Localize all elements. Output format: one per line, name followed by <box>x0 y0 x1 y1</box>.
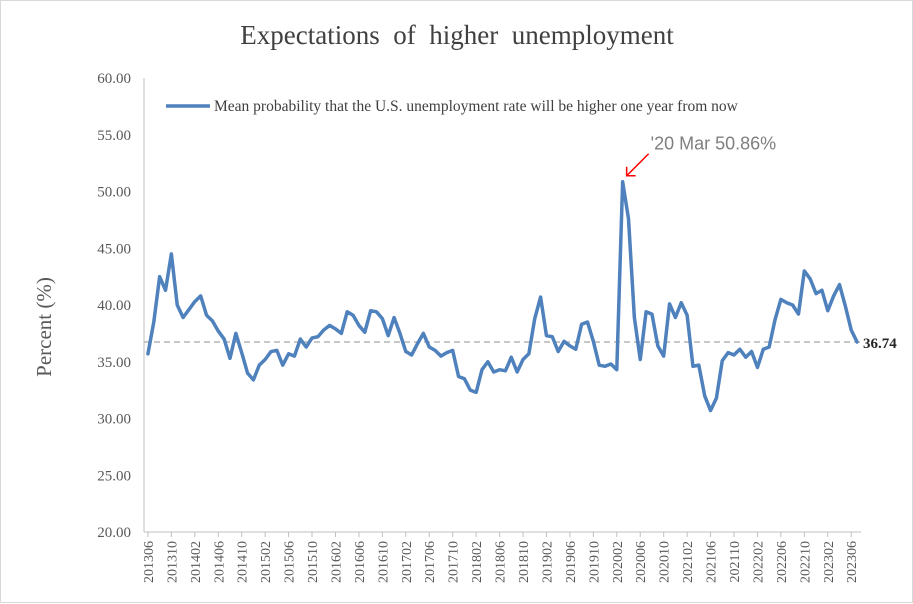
x-tick-label: 202206 <box>775 541 790 583</box>
y-tick-label: 45.00 <box>97 241 131 257</box>
x-tick-label: 202102 <box>681 541 696 583</box>
x-tick-label: 201310 <box>165 541 180 583</box>
x-tick-label: 201506 <box>283 541 298 583</box>
x-axis-ticks: 201306 201310 201402 201406 201410 201502 2015… <box>142 532 860 583</box>
legend: Mean probability that the U.S. unemploym… <box>166 98 739 115</box>
x-tick-label: 202202 <box>751 541 766 583</box>
y-tick-label: 25.00 <box>97 468 131 484</box>
x-tick-label: 201810 <box>517 541 532 583</box>
x-tick-label: 201910 <box>587 541 602 583</box>
x-tick-label: 202010 <box>658 541 673 583</box>
peak-annotation: '20 Mar 50.86% <box>625 134 777 177</box>
x-tick-label: 201502 <box>259 541 274 583</box>
x-tick-label: 201802 <box>470 541 485 583</box>
y-tick-label: 55.00 <box>97 128 131 144</box>
x-tick-label: 201402 <box>189 541 204 583</box>
x-tick-label: 202110 <box>728 541 743 582</box>
x-tick-label: 201902 <box>540 541 555 583</box>
annotation-text: '20 Mar 50.86% <box>651 134 777 154</box>
x-tick-label: 201606 <box>353 541 368 583</box>
x-tick-label: 201406 <box>212 541 227 583</box>
x-tick-label: 202210 <box>798 541 813 583</box>
x-tick-label: 201510 <box>306 541 321 583</box>
y-tick-label: 50.00 <box>97 185 131 201</box>
y-tick-label: 35.00 <box>97 355 131 371</box>
chart-title: Expectations of higher unemployment <box>240 20 674 50</box>
y-tick-label: 30.00 <box>97 412 131 428</box>
x-tick-label: 201806 <box>494 541 509 583</box>
annotation-arrowhead <box>625 166 636 177</box>
x-tick-label: 201706 <box>423 541 438 583</box>
y-tick-label: 20.00 <box>97 525 131 541</box>
x-tick-label: 201710 <box>447 541 462 583</box>
x-tick-label: 202006 <box>634 541 649 583</box>
x-tick-label: 201602 <box>329 541 344 583</box>
x-tick-label: 201906 <box>564 541 579 583</box>
x-tick-label: 202002 <box>611 541 626 583</box>
x-tick-label: 201306 <box>142 541 157 583</box>
x-tick-label: 201610 <box>376 541 391 583</box>
y-tick-label: 60.00 <box>97 71 131 87</box>
y-axis-ticks: 20.00 25.00 30.00 35.00 40.00 45.00 50.00 55.00… <box>97 71 131 541</box>
y-axis-label: Percent (%) <box>32 277 56 377</box>
x-tick-label: 201702 <box>400 541 415 583</box>
x-tick-label: 202106 <box>705 541 720 583</box>
legend-label: Mean probability that the U.S. unemploym… <box>214 98 739 115</box>
x-tick-label: 202302 <box>822 541 837 583</box>
x-tick-label: 202306 <box>845 541 860 583</box>
series-line <box>146 179 859 413</box>
reference-line-label: 36.74 <box>863 336 897 352</box>
x-tick-label: 201410 <box>236 541 251 583</box>
y-tick-label: 40.00 <box>97 298 131 314</box>
annotation-arrow <box>626 153 650 177</box>
